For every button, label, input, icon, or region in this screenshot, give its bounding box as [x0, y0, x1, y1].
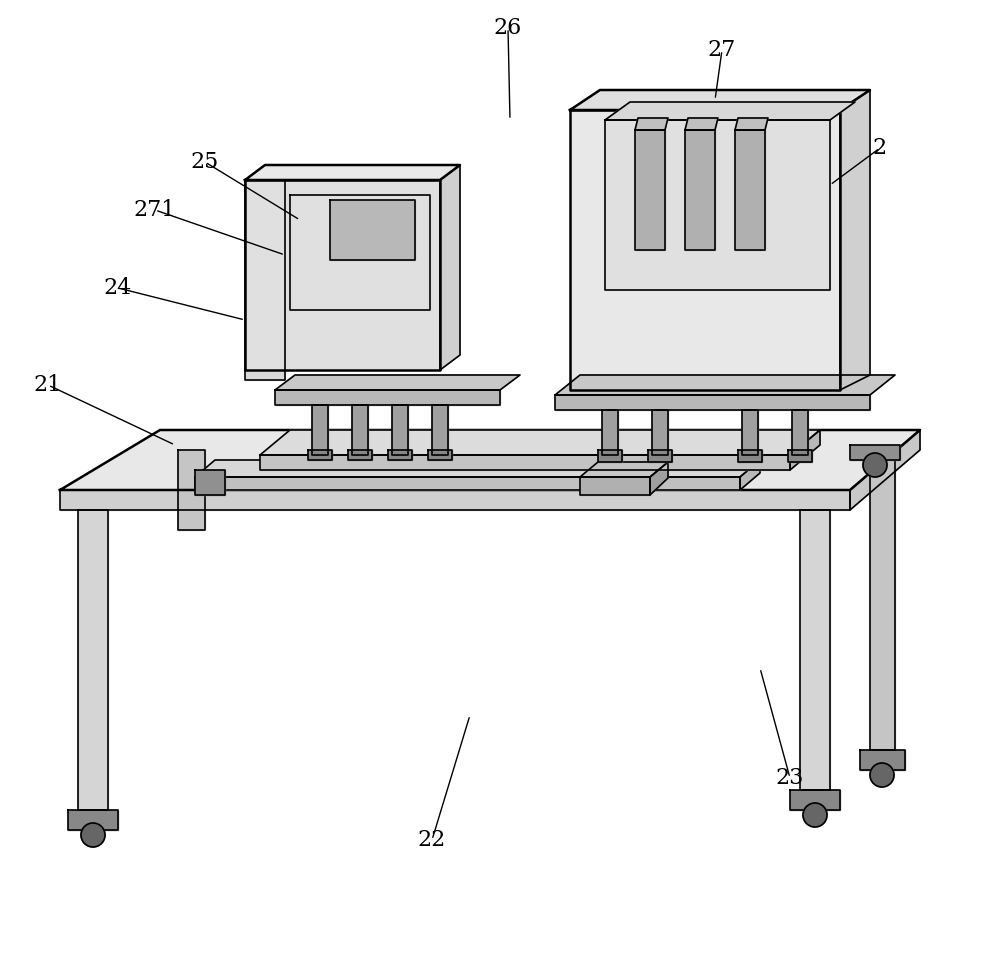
Text: 21: 21 [34, 374, 62, 396]
Polygon shape [580, 477, 650, 495]
Polygon shape [685, 118, 718, 130]
Polygon shape [840, 90, 870, 390]
Text: 22: 22 [418, 829, 446, 851]
Polygon shape [605, 102, 855, 120]
Polygon shape [738, 450, 762, 462]
Circle shape [81, 823, 105, 847]
Polygon shape [68, 810, 118, 830]
Text: 271: 271 [134, 199, 176, 221]
Polygon shape [392, 405, 408, 455]
Polygon shape [570, 90, 870, 110]
Text: 27: 27 [708, 39, 736, 61]
Polygon shape [602, 410, 618, 455]
Text: 23: 23 [776, 767, 804, 789]
Polygon shape [260, 430, 820, 455]
Polygon shape [555, 395, 870, 410]
Circle shape [863, 453, 887, 477]
Polygon shape [195, 460, 760, 477]
Polygon shape [740, 460, 760, 490]
Polygon shape [60, 490, 850, 510]
Circle shape [870, 763, 894, 787]
Polygon shape [635, 130, 665, 250]
Polygon shape [428, 450, 452, 460]
Polygon shape [275, 375, 520, 390]
Polygon shape [635, 118, 668, 130]
Polygon shape [348, 450, 372, 460]
Text: 24: 24 [104, 277, 132, 299]
Polygon shape [735, 118, 768, 130]
Polygon shape [605, 120, 830, 290]
Bar [247, 182, 437, 312]
Polygon shape [860, 750, 905, 770]
Polygon shape [648, 450, 672, 462]
Polygon shape [178, 450, 205, 530]
Polygon shape [555, 375, 895, 395]
Polygon shape [800, 510, 830, 790]
Polygon shape [330, 200, 415, 260]
Polygon shape [440, 165, 460, 370]
Polygon shape [245, 180, 285, 380]
Text: 2: 2 [873, 137, 887, 159]
Polygon shape [790, 790, 840, 810]
Polygon shape [850, 445, 900, 460]
Polygon shape [598, 450, 622, 462]
Text: 25: 25 [191, 151, 219, 173]
Polygon shape [312, 405, 328, 455]
Polygon shape [245, 165, 460, 180]
Polygon shape [275, 390, 500, 405]
Polygon shape [685, 130, 715, 250]
Polygon shape [195, 477, 740, 490]
Bar [607, 122, 827, 222]
Polygon shape [792, 410, 808, 455]
Polygon shape [78, 510, 108, 810]
Polygon shape [260, 455, 790, 470]
Text: 26: 26 [494, 17, 522, 39]
Polygon shape [388, 450, 412, 460]
Polygon shape [570, 110, 840, 390]
Polygon shape [308, 450, 332, 460]
Circle shape [803, 803, 827, 827]
Bar [607, 122, 827, 222]
Polygon shape [432, 405, 448, 455]
Polygon shape [850, 430, 920, 510]
Polygon shape [652, 410, 668, 455]
Polygon shape [790, 430, 820, 470]
Polygon shape [580, 462, 668, 477]
Polygon shape [870, 450, 895, 750]
Polygon shape [60, 430, 920, 490]
Bar [247, 182, 437, 312]
Polygon shape [742, 410, 758, 455]
Polygon shape [650, 462, 668, 495]
Polygon shape [245, 180, 440, 370]
Polygon shape [735, 130, 765, 250]
Polygon shape [352, 405, 368, 455]
Polygon shape [195, 470, 225, 495]
Polygon shape [788, 450, 812, 462]
